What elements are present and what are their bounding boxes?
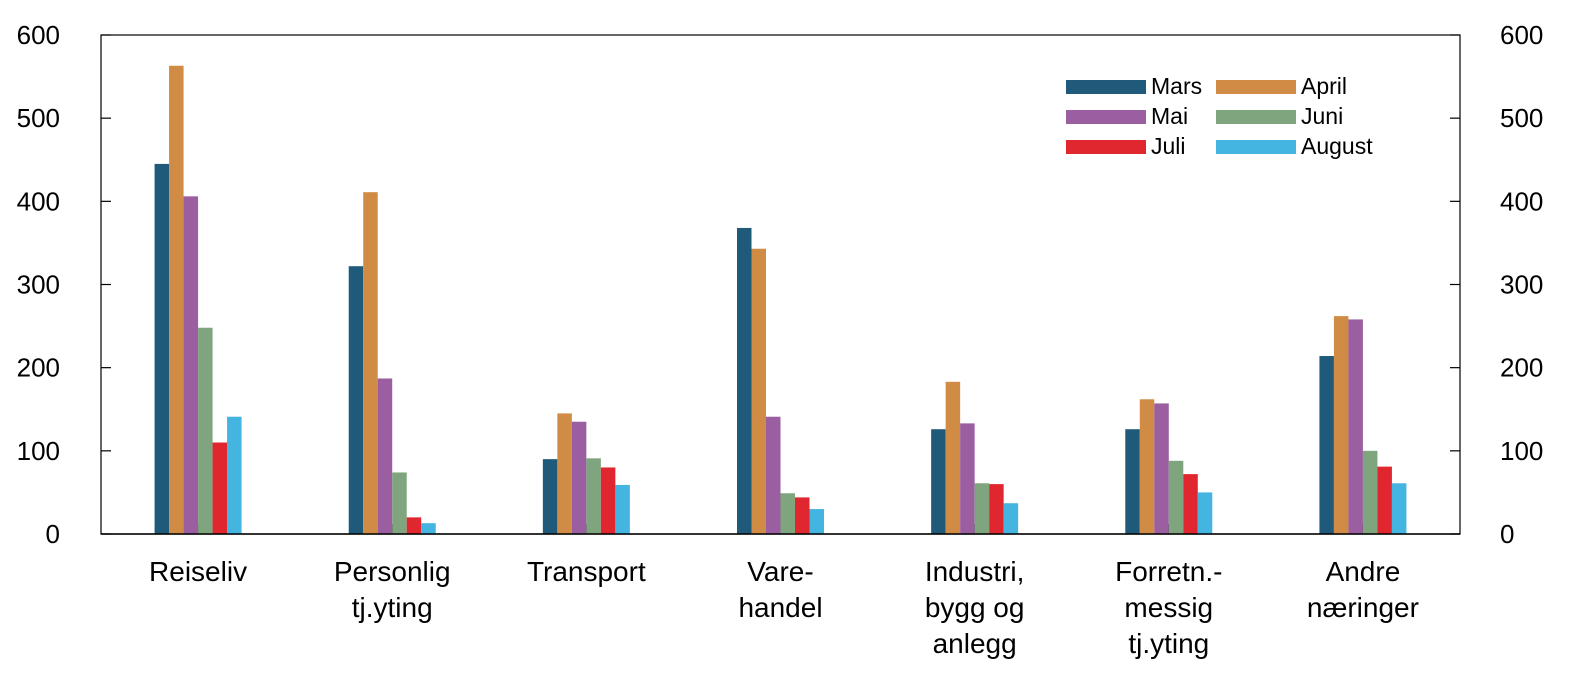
category-labels: Reiseliv Personlig tj.yting Transport Vare-h…	[149, 556, 1419, 659]
bar-mai-industri-bygg-og-anlegg	[960, 423, 975, 534]
y-tick-label-right: 0	[1500, 519, 1514, 549]
legend-swatch-mars	[1066, 80, 1146, 94]
bar-april-vare-handel	[751, 248, 766, 534]
legend-label-juni: Juni	[1301, 103, 1343, 129]
bar-juni-personlig-tj-yting	[392, 472, 407, 534]
y-tick-label-right: 400	[1500, 186, 1543, 216]
bar-mai-transport	[571, 421, 587, 534]
bar-juli-vare-handel	[795, 497, 810, 534]
bar-mai-vare-handel	[766, 416, 781, 534]
category-label: messig	[1124, 592, 1213, 623]
bar-august-personlig-tj-yting	[421, 523, 436, 534]
legend: Mars April Mai Juni Juli August	[1066, 73, 1373, 159]
bar-mai-forretn-messig-tj-yting	[1154, 403, 1169, 534]
bar-juli-transport	[600, 467, 616, 534]
bar-august-andre-næringer	[1391, 483, 1407, 534]
legend-label-juli: Juli	[1151, 133, 1186, 159]
legend-label-mars: Mars	[1151, 73, 1202, 99]
y-tick-label-right: 300	[1500, 270, 1543, 300]
y-tick-label-left: 400	[17, 186, 60, 216]
bar-august-transport	[615, 484, 630, 534]
bar-juni-reiseliv	[198, 327, 213, 534]
bar-mars-andre-næringer	[1319, 356, 1334, 534]
category-label: bygg og	[925, 592, 1025, 623]
bar-april-industri-bygg-og-anlegg	[945, 381, 961, 534]
category-label: Reiseliv	[149, 556, 247, 587]
bar-august-industri-bygg-og-anlegg	[1003, 503, 1019, 534]
category-label: Andre	[1326, 556, 1401, 587]
legend-label-april: April	[1301, 73, 1347, 99]
bar-april-forretn-messig-tj-yting	[1139, 399, 1155, 534]
bar-juni-industri-bygg-og-anlegg	[974, 483, 990, 534]
legend-swatch-august	[1216, 140, 1296, 154]
bar-august-reiseliv	[227, 416, 242, 534]
y-tick-label-left: 200	[17, 353, 60, 383]
bar-mars-vare-handel	[737, 227, 752, 535]
y-tick-label-left: 100	[17, 436, 60, 466]
bar-juni-vare-handel	[780, 493, 795, 534]
bar-april-reiseliv	[169, 65, 184, 534]
y-tick-label-left: 600	[17, 20, 60, 50]
bar-juli-forretn-messig-tj-yting	[1183, 474, 1198, 534]
y-tick-label-right: 600	[1500, 20, 1543, 50]
bar-august-forretn-messig-tj-yting	[1197, 492, 1213, 534]
category-label: Industri,	[925, 556, 1025, 587]
legend-label-august: August	[1301, 133, 1373, 159]
bar-juni-forretn-messig-tj-yting	[1168, 460, 1184, 534]
bar-mai-andre-næringer	[1348, 319, 1363, 534]
y-tick-label-right: 100	[1500, 436, 1543, 466]
bar-juli-reiseliv	[212, 442, 228, 534]
y-tick-label-right: 500	[1500, 103, 1543, 133]
category-label: tj.yting	[1128, 628, 1209, 659]
bar-mars-reiseliv	[154, 163, 170, 535]
bar-april-personlig-tj-yting	[363, 192, 378, 534]
bar-mai-reiseliv	[183, 196, 199, 535]
bar-juli-industri-bygg-og-anlegg	[989, 484, 1004, 534]
y-tick-label-right: 200	[1500, 353, 1543, 383]
category-label: Vare-	[747, 556, 813, 587]
bar-juli-personlig-tj-yting	[406, 517, 422, 534]
bars-layer	[154, 65, 1407, 535]
category-label: anlegg	[933, 628, 1017, 659]
y-tick-label-left: 0	[46, 519, 60, 549]
y-tick-label-left: 500	[17, 103, 60, 133]
bar-april-andre-næringer	[1333, 316, 1349, 534]
y-axis-ticks: 0 0 100 100 200 200 300 300 400 400 500 500 600 600	[17, 20, 1544, 549]
bar-mars-personlig-tj-yting	[348, 266, 364, 534]
category-label: handel	[738, 592, 822, 623]
bar-mars-forretn-messig-tj-yting	[1125, 429, 1140, 534]
legend-swatch-juli	[1066, 140, 1146, 154]
bar-mai-personlig-tj-yting	[377, 378, 393, 534]
bar-juni-transport	[586, 458, 601, 534]
y-tick-label-left: 300	[17, 270, 60, 300]
category-label: Forretn.-	[1115, 556, 1222, 587]
bar-juni-andre-næringer	[1362, 450, 1378, 534]
bar-juli-andre-næringer	[1377, 466, 1392, 534]
legend-swatch-juni	[1216, 110, 1296, 124]
bar-august-vare-handel	[809, 509, 824, 534]
bar-april-transport	[557, 413, 572, 534]
legend-label-mai: Mai	[1151, 103, 1188, 129]
legend-swatch-april	[1216, 80, 1296, 94]
category-label: næringer	[1307, 592, 1419, 623]
bar-mars-industri-bygg-og-anlegg	[931, 429, 946, 534]
category-label: Personlig	[334, 556, 451, 587]
legend-swatch-mai	[1066, 110, 1146, 124]
category-label: Transport	[527, 556, 646, 587]
category-label: tj.yting	[352, 592, 433, 623]
bar-mars-transport	[542, 459, 558, 534]
